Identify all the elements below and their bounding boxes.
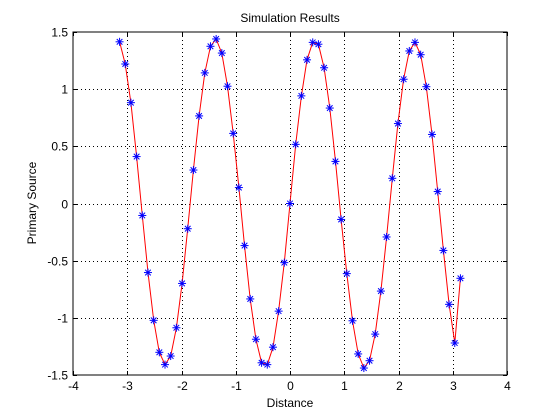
data-point-marker — [121, 59, 130, 68]
data-point-marker — [286, 199, 294, 208]
data-point-marker — [240, 241, 249, 250]
data-point-marker — [371, 330, 380, 339]
data-point-marker — [331, 157, 340, 166]
data-point-marker — [308, 38, 317, 47]
x-tick-label: -4 — [68, 379, 79, 393]
data-point-marker — [178, 279, 187, 288]
data-point-marker — [132, 152, 141, 161]
data-point-marker — [280, 258, 289, 267]
data-point-marker — [365, 356, 374, 365]
x-tick-label: 0 — [287, 379, 294, 393]
data-point-marker — [405, 46, 414, 55]
data-point-marker — [388, 174, 397, 183]
data-point-marker — [445, 300, 454, 309]
y-tick-label: -1.5 — [47, 369, 68, 383]
data-point-marker — [325, 104, 334, 113]
data-point-marker — [183, 224, 192, 233]
data-point-marker — [428, 130, 437, 139]
y-tick-label: 0.5 — [51, 140, 68, 154]
data-point-marker — [410, 38, 419, 47]
data-point-marker — [257, 358, 266, 367]
data-point-marker — [439, 246, 448, 255]
data-point-marker — [399, 75, 408, 84]
data-point-marker — [223, 82, 232, 91]
data-point-marker — [274, 307, 283, 316]
y-tick-label: 1.5 — [51, 26, 68, 40]
x-tick-label: -3 — [122, 379, 133, 393]
data-point-marker — [126, 98, 135, 107]
y-tick-label: 1 — [61, 83, 68, 97]
data-point-marker — [251, 335, 260, 344]
data-point-marker — [456, 274, 465, 283]
data-point-marker — [143, 268, 152, 277]
data-point-marker — [200, 68, 209, 77]
data-point-marker — [172, 323, 181, 332]
data-point-marker — [246, 294, 255, 303]
data-point-marker — [354, 349, 363, 358]
x-tick-label: -2 — [177, 379, 188, 393]
data-point-marker — [212, 34, 221, 43]
data-point-marker — [422, 82, 431, 91]
y-axis-label: Primary Source — [25, 161, 39, 244]
data-point-marker — [303, 55, 312, 64]
x-tick-label: 4 — [504, 379, 511, 393]
data-point-marker — [166, 352, 175, 361]
data-point-marker — [314, 40, 323, 49]
data-point-marker — [393, 119, 402, 128]
data-point-marker — [416, 50, 425, 59]
data-point-marker — [195, 111, 204, 120]
y-tick-label: -0.5 — [47, 255, 68, 269]
data-point-marker — [229, 129, 238, 138]
chart-title: Simulation Results — [240, 11, 339, 25]
data-point-marker — [263, 360, 272, 369]
x-tick-label: 3 — [450, 379, 457, 393]
y-tick-label: -1 — [57, 312, 68, 326]
data-point-marker — [138, 211, 147, 220]
data-point-marker — [337, 215, 346, 224]
data-point-marker — [155, 348, 164, 357]
data-point-marker — [206, 42, 215, 51]
data-point-marker — [115, 37, 124, 46]
data-point-marker — [161, 360, 170, 369]
x-tick-label: 1 — [341, 379, 348, 393]
data-point-marker — [297, 91, 306, 100]
x-tick-label: -1 — [231, 379, 242, 393]
data-point-marker — [189, 166, 198, 175]
data-point-marker — [450, 339, 459, 348]
data-point-marker — [291, 140, 300, 149]
data-point-marker — [234, 183, 243, 192]
data-point-marker — [268, 343, 277, 352]
data-point-marker — [359, 364, 368, 373]
data-point-marker — [342, 269, 351, 278]
y-tick-label: 0 — [61, 198, 68, 212]
data-point-marker — [149, 316, 158, 325]
data-point-marker — [433, 187, 442, 196]
x-tick-label: 2 — [396, 379, 403, 393]
series-layer — [115, 34, 465, 373]
data-point-marker — [382, 232, 391, 241]
data-point-marker — [217, 49, 226, 58]
data-point-marker — [320, 63, 329, 72]
data-point-marker — [376, 287, 385, 296]
data-point-marker — [348, 316, 357, 325]
ticks: -4 -3 -2 -1 0 1 2 3 4 -1.5 -1 -0.5 0 0.5 1 1.5 — [47, 26, 511, 394]
x-axis-label: Distance — [267, 396, 314, 410]
